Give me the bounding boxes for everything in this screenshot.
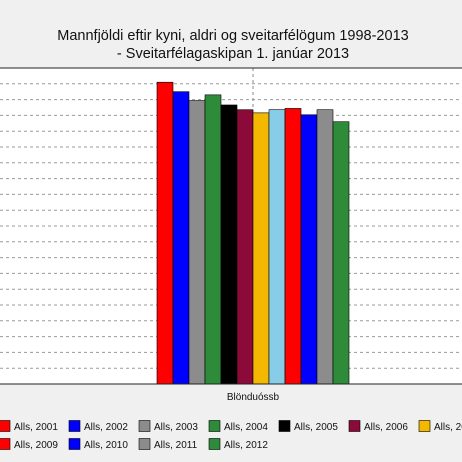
bar: [220, 104, 238, 385]
bars: [156, 81, 350, 385]
legend-label: Alls, 2006: [364, 422, 408, 433]
chart-title-line-1: Mannfjöldi eftir kyni, aldri og sveitarf…: [57, 28, 408, 44]
legend-swatch: [208, 420, 221, 432]
legend: Alls, 2001 Alls, 2002 Alls, 2003 Alls, 2004…: [0, 420, 462, 451]
legend-swatch: [68, 420, 81, 432]
legend-swatch: [138, 420, 151, 432]
bar: [252, 112, 270, 385]
legend-label: Alls, 2004: [224, 422, 268, 433]
x-tick-label: Blönduóssb: [227, 392, 280, 403]
legend-swatch: [278, 420, 291, 432]
bar: [332, 121, 350, 385]
legend-swatch: [208, 438, 221, 450]
bar: [300, 114, 318, 385]
bar: [284, 108, 302, 385]
bar: [316, 109, 334, 385]
legend-swatch: [0, 420, 11, 432]
legend-label: Alls, 2007: [434, 422, 462, 433]
legend-swatch: [138, 438, 151, 450]
bar: [236, 109, 254, 385]
legend-label: Alls, 2005: [294, 422, 338, 433]
chart-title-line-2: - Sveitarfélagaskipan 1. janúar 2013: [117, 46, 349, 62]
legend-label: Alls, 2003: [154, 422, 198, 433]
legend-swatch: [418, 420, 431, 432]
legend-label: Alls, 2009: [14, 440, 58, 451]
bar: [268, 109, 286, 385]
legend-swatch: [348, 420, 361, 432]
legend-swatch: [68, 438, 81, 450]
legend-label: Alls, 2010: [84, 440, 128, 451]
bar: [156, 81, 174, 385]
legend-swatch: [0, 438, 11, 450]
legend-label: Alls, 2002: [84, 422, 128, 433]
bar: [172, 91, 190, 385]
legend-label: Alls, 2011: [154, 440, 198, 451]
legend-label: Alls, 2012: [224, 440, 268, 451]
legend-label: Alls, 2001: [14, 422, 58, 433]
bar: [204, 94, 222, 385]
bar: [188, 100, 206, 385]
